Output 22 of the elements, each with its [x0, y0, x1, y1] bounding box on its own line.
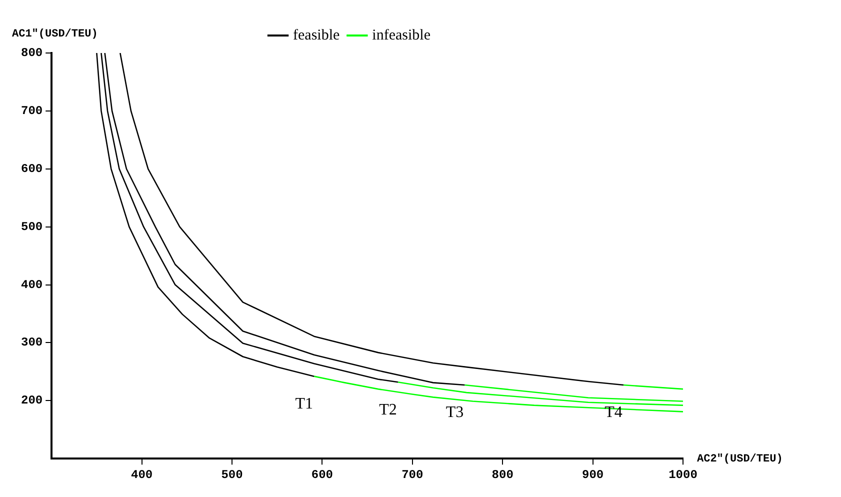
legend-label: feasible: [293, 27, 340, 44]
x-tick-label: 500: [221, 468, 243, 482]
x-tick-label: 600: [311, 468, 334, 482]
annotation: T3: [446, 404, 464, 422]
x-tick-label: 700: [402, 468, 424, 482]
x-axis-title: AC2"(USD/TEU): [697, 453, 783, 466]
annotation: T1: [295, 396, 313, 413]
legend-label: infeasible: [372, 27, 431, 44]
y-tick-label: 800: [20, 46, 43, 60]
y-tick-label: 300: [20, 336, 43, 350]
x-tick-label: 1000: [668, 468, 698, 482]
y-tick-label: 200: [20, 394, 43, 408]
annotation: T2: [379, 401, 397, 418]
x-tick-label: 800: [492, 468, 514, 482]
y-tick-label: 500: [20, 220, 43, 234]
y-axis-title: AC1"(USD/TEU): [12, 28, 98, 40]
y-tick-label: 600: [20, 162, 43, 176]
x-tick-label: 900: [582, 468, 604, 482]
y-tick-label: 700: [20, 104, 43, 118]
annotation: T4: [604, 404, 622, 422]
y-tick-label: 400: [20, 278, 43, 292]
x-tick-label: 400: [131, 468, 153, 482]
